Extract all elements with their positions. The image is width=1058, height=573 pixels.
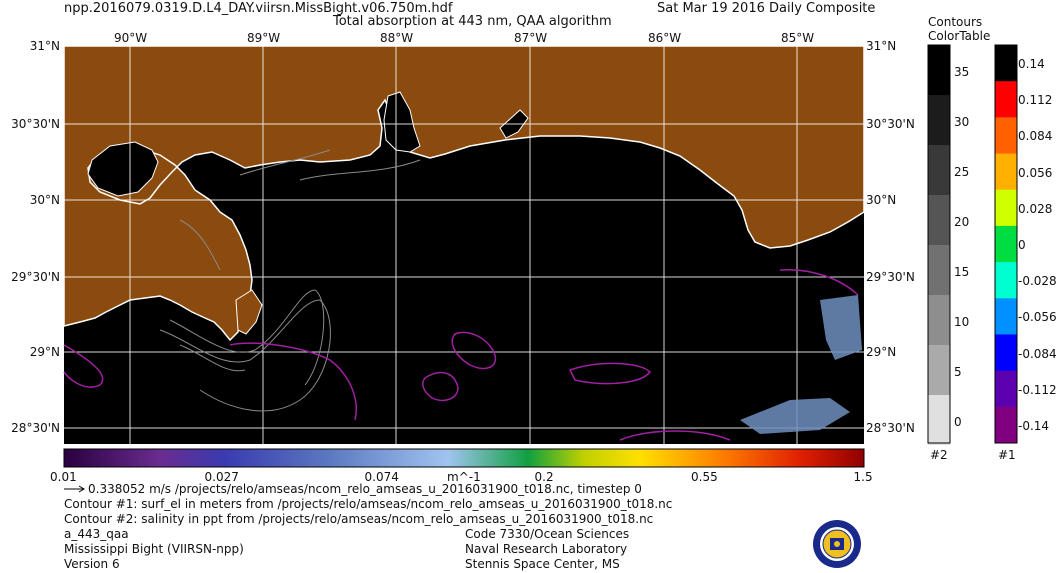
gray-legend-swatch: [928, 395, 950, 445]
color-legend-swatch: [995, 370, 1017, 408]
color-legend-swatch: [995, 262, 1017, 299]
contour2-note: Contour #2: salinity in ppt from /projec…: [64, 512, 654, 526]
code-label: Code 7330/Ocean Sciences: [465, 527, 630, 541]
color-legend-swatch: [995, 153, 1017, 191]
graticule: [64, 46, 864, 444]
map-title: Total absorption at 443 nm, QAA algorith…: [333, 14, 612, 29]
product-name: a_443_qaa: [64, 527, 129, 541]
gray-legend-label: 15: [954, 265, 970, 279]
color-legend-id: #1: [998, 448, 1016, 462]
latitude-label-right: 30°30'N: [866, 117, 915, 131]
longitude-label: 89°W: [247, 31, 281, 45]
gray-legend-label: 10: [954, 315, 970, 329]
color-legend-label: -0.028: [1018, 274, 1057, 289]
color-legend-swatch: [995, 225, 1017, 263]
color-legend-label: 0.056: [1018, 165, 1053, 180]
color-legend-label: 0.084: [1018, 129, 1053, 144]
vector-note: 0.338052 m/s /projects/relo/amseas/ncom_…: [88, 482, 642, 496]
gray-legend-swatch: [928, 295, 950, 345]
gray-legend-swatch: [928, 345, 950, 395]
latitude-label-right: 29°N: [866, 345, 897, 359]
latitude-label-left: 31°N: [29, 39, 60, 53]
colorbar-tick-label: 0.027: [204, 470, 239, 484]
vector-scale-arrow: [64, 485, 85, 493]
salinity-contours: [63, 269, 859, 441]
contour1-note: Contour #1: surf_el in meters from /proj…: [64, 497, 673, 511]
gray-legend-swatch: [928, 445, 950, 495]
gray-legend-swatch: [928, 145, 950, 195]
latitude-label-left: 30°30'N: [11, 117, 60, 131]
color-legend-label: -0.112: [1018, 382, 1057, 397]
gray-legend-label: 35: [954, 65, 970, 79]
lake-pontchartrain: [87, 141, 159, 197]
gray-legend-swatch: [928, 245, 950, 295]
gray-legend-id: #2: [930, 448, 948, 462]
color-legend-swatch: [995, 81, 1017, 118]
colorbar-tick-label: m^-1: [447, 470, 481, 484]
color-legend-swatch: [995, 45, 1017, 82]
colorbar-tick-label: 0.2: [534, 470, 554, 484]
latitude-label-left: 30°N: [29, 193, 60, 207]
color-legend-swatch: [995, 298, 1017, 335]
region-name: Mississippi Bight (VIIRSN-npp): [64, 542, 244, 556]
gray-legend-label: 25: [954, 165, 970, 179]
gray-legend-swatch: [928, 95, 950, 145]
longitude-label: 85°W: [781, 31, 815, 45]
latitude-label-left: 29°30'N: [11, 270, 60, 284]
absorption-colorbar: [63, 448, 865, 468]
gray-legend-label: 20: [954, 215, 970, 229]
longitude-label: 86°W: [648, 31, 682, 45]
color-legend-label: 0.028: [1018, 201, 1053, 216]
color-legend-swatch: [995, 334, 1017, 372]
latitude-label-right: 29°30'N: [866, 270, 915, 284]
high-absorption-patches: [740, 295, 862, 434]
color-legend-label: -0.056: [1018, 310, 1057, 325]
color-legend-label: 0: [1018, 238, 1026, 252]
color-legend-label: 0.14: [1018, 57, 1045, 71]
mobile-bay: [383, 91, 421, 153]
version-label: Version 6: [64, 557, 120, 571]
latitude-label-right: 31°N: [866, 39, 897, 53]
latitude-label-left: 29°N: [29, 345, 60, 359]
location-label: Stennis Space Center, MS: [465, 557, 620, 571]
gray-legend-swatch: [928, 195, 950, 245]
contours-title: Contours: [928, 15, 983, 29]
nrl-seal-icon: [813, 520, 861, 568]
gray-legend-label: 0: [954, 415, 962, 429]
gray-legend-label: 30: [954, 115, 970, 129]
color-legend-swatch: [995, 406, 1017, 444]
longitude-label: 87°W: [514, 31, 548, 45]
latitude-label-left: 28°30'N: [11, 421, 60, 435]
colorbar-tick-label: 0.01: [50, 470, 77, 484]
lab-label: Naval Research Laboratory: [465, 542, 628, 556]
gray-legend-swatch: [928, 45, 950, 95]
gray-legend-border: [927, 44, 951, 444]
delta: [235, 289, 263, 335]
color-legend-swatch: [995, 117, 1017, 155]
color-legend-label: 0.112: [1018, 93, 1053, 108]
colorbar-tick-label: 0.074: [364, 470, 399, 484]
longitude-label: 90°W: [114, 31, 148, 45]
latitude-label-right: 30°N: [866, 193, 897, 207]
colorbar-tick-label: 1.5: [853, 470, 873, 484]
color-legend-swatch: [995, 189, 1017, 227]
color-legend-label: -0.14: [1018, 419, 1050, 433]
surface-elevation-contours: [159, 149, 421, 412]
colortable-title: ColorTable: [928, 29, 991, 43]
latitude-label-right: 28°30'N: [866, 421, 915, 435]
gray-legend-label: 5: [954, 365, 962, 379]
colorbar-tick-label: 0.55: [691, 470, 718, 484]
color-legend-border: [994, 44, 1018, 444]
color-legend-label: -0.084: [1018, 346, 1057, 361]
gray-contour-legend: [927, 44, 951, 495]
date-label: Sat Mar 19 2016 Daily Composite: [657, 1, 876, 16]
filename-label: npp.2016079.0319.D.L4_DAY.viirsn.MissBig…: [64, 1, 453, 16]
longitude-label: 88°W: [380, 31, 414, 45]
color-contour-legend: [994, 44, 1018, 444]
